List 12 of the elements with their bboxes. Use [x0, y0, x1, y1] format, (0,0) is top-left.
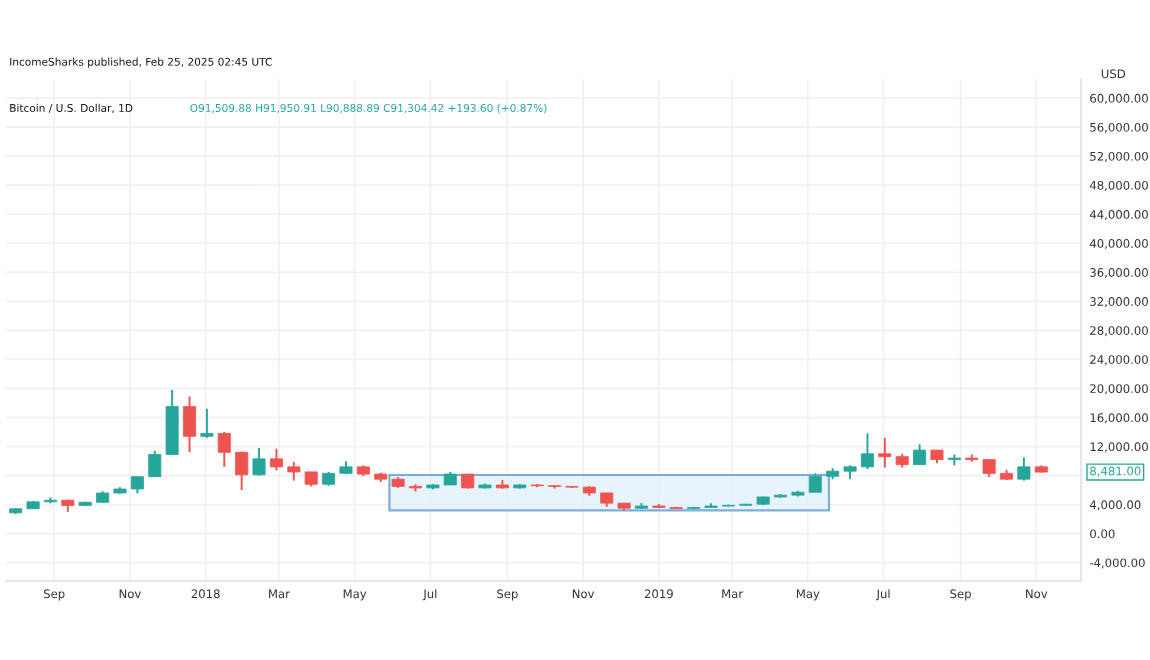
candlestick: [148, 449, 162, 478]
candlestick: [269, 447, 283, 472]
candlestick: [860, 432, 874, 470]
candlestick: [913, 443, 927, 466]
candlestick: [183, 395, 197, 454]
candlestick: [165, 388, 179, 456]
candlestick: [252, 446, 266, 477]
candlestick: [200, 407, 214, 439]
candlestick: [1017, 456, 1031, 482]
candlestick: [235, 450, 249, 492]
candlestick: [217, 431, 231, 468]
candlestick: [808, 472, 822, 494]
